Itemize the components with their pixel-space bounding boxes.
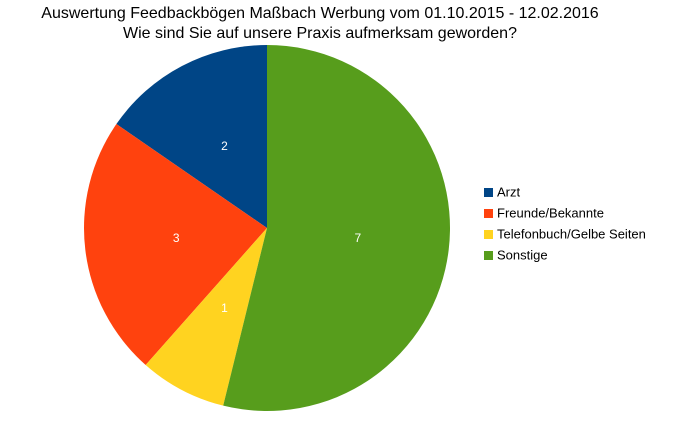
legend-swatch xyxy=(484,251,493,260)
legend-label: Freunde/Bekannte xyxy=(497,205,604,220)
chart-subtitle: Wie sind Sie auf unsere Praxis aufmerksa… xyxy=(123,25,517,42)
legend-label: Telefonbuch/Gelbe Seiten xyxy=(497,226,646,241)
legend-swatch xyxy=(484,209,493,218)
pie-slice xyxy=(116,45,267,228)
legend-swatch xyxy=(484,230,493,239)
chart-title: Auswertung Feedbackbögen Maßbach Werbung… xyxy=(41,5,599,22)
data-label: 1 xyxy=(221,301,228,315)
pie-slice xyxy=(223,45,451,411)
pie-slice xyxy=(84,124,267,365)
data-label: 7 xyxy=(354,231,361,245)
data-label: 3 xyxy=(173,231,180,245)
pie-slice xyxy=(145,228,267,406)
legend-swatch xyxy=(484,188,493,197)
data-label: 2 xyxy=(221,139,228,153)
legend-label: Sonstige xyxy=(497,247,548,262)
legend-label: Arzt xyxy=(497,184,521,199)
